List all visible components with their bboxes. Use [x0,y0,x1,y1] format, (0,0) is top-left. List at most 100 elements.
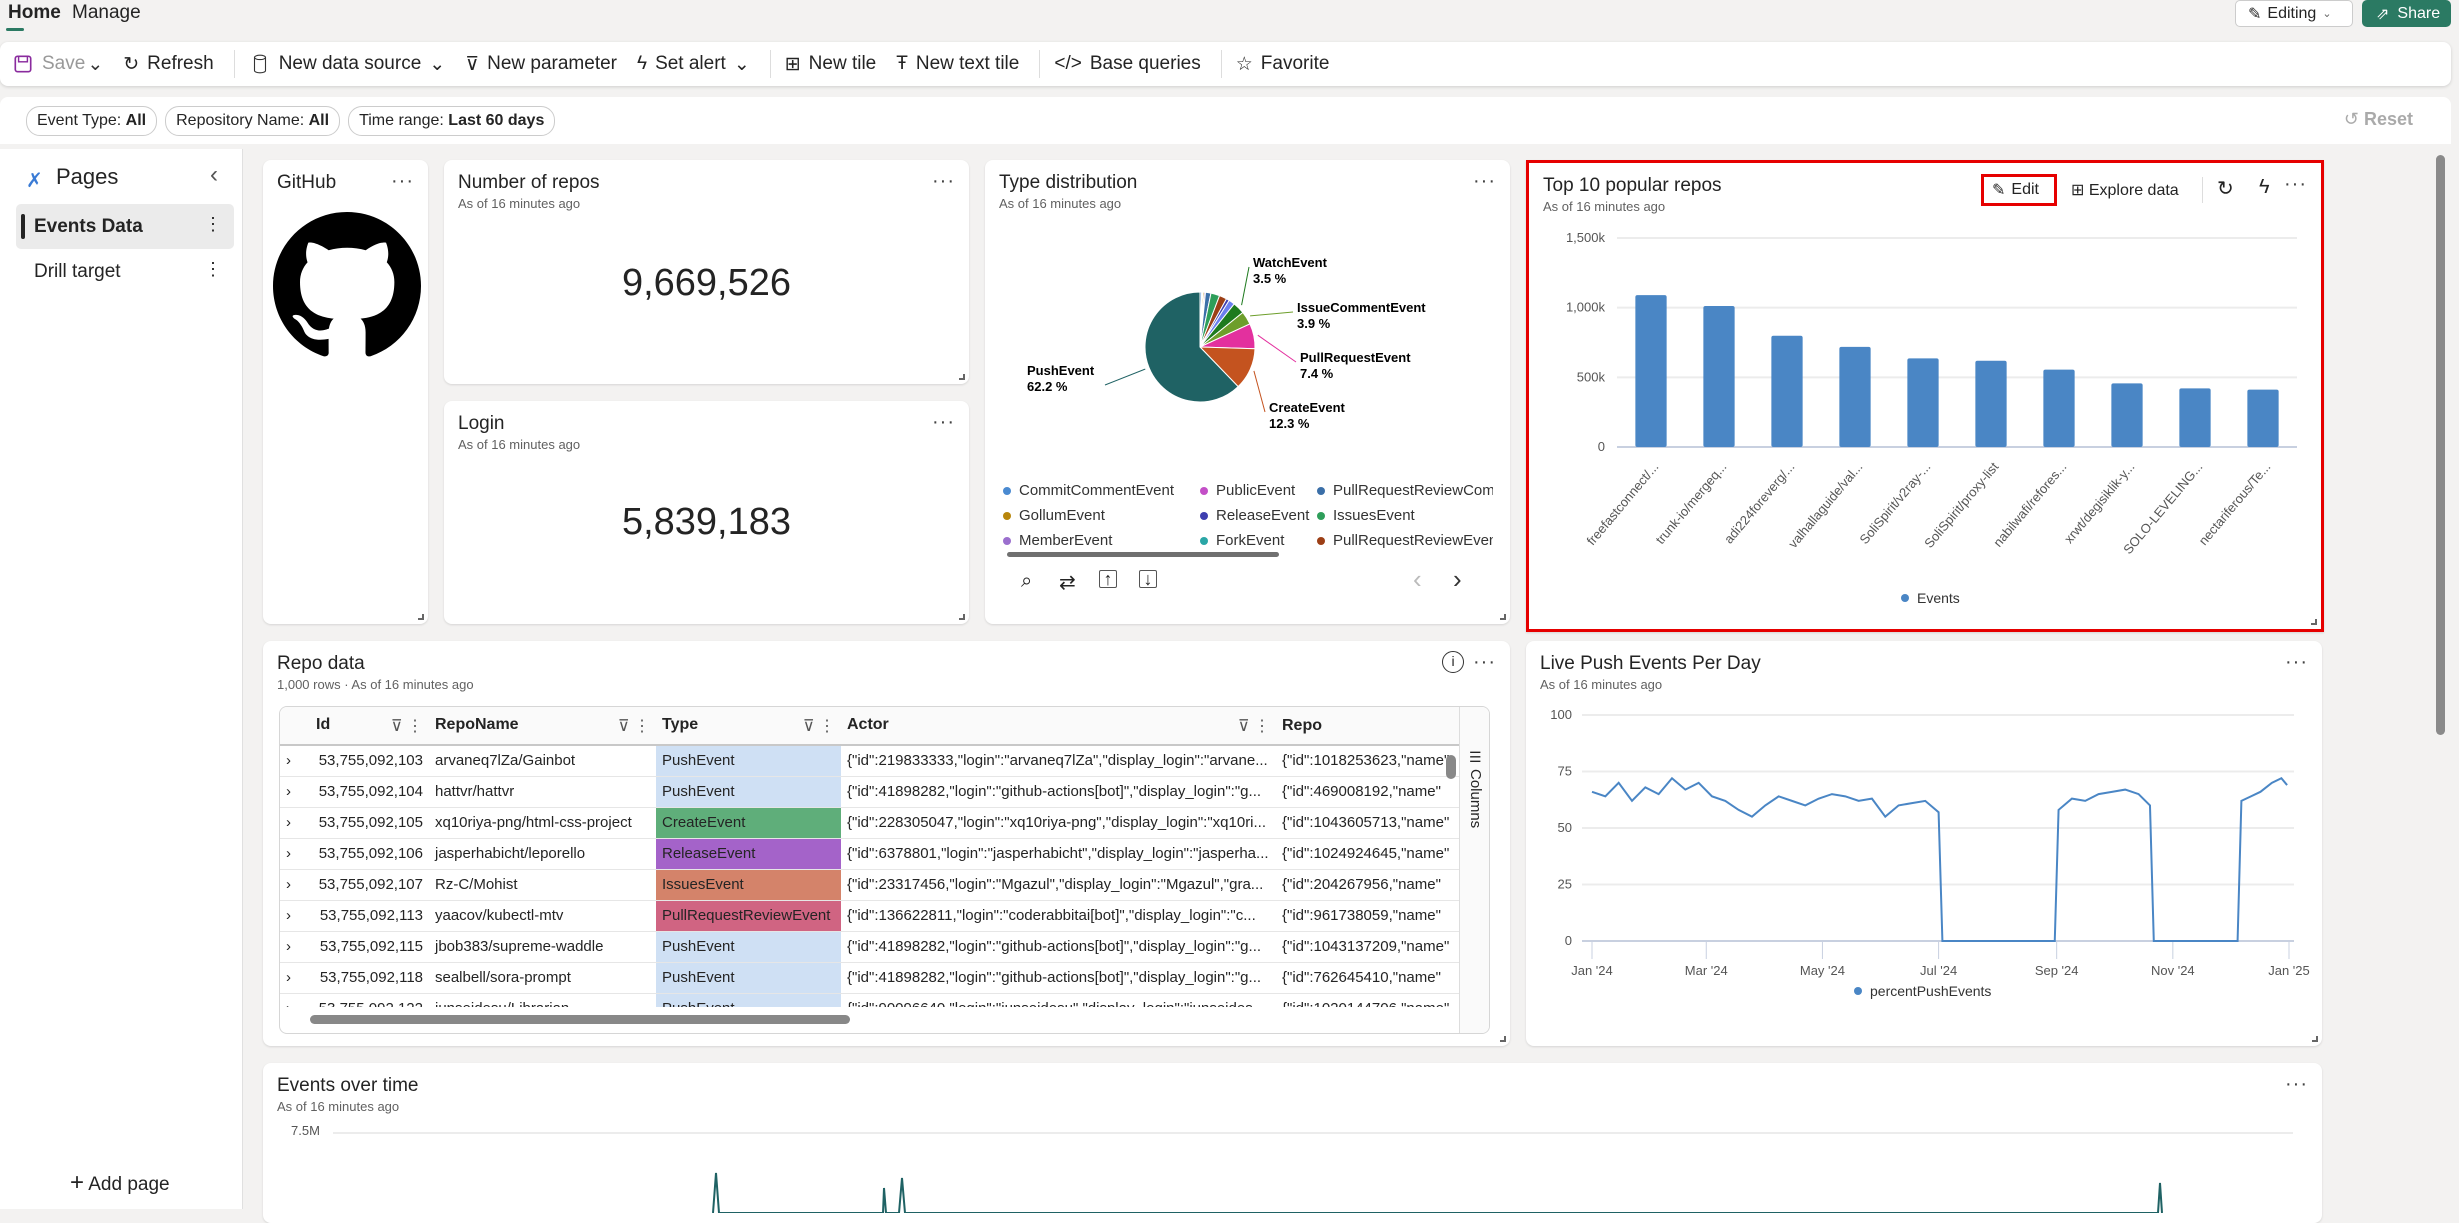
resize-handle[interactable] [2311,619,2317,625]
expand-row-icon[interactable]: › [280,993,310,1007]
new-tile-button[interactable]: ⊞ New tile [784,53,877,75]
bar[interactable] [1703,305,1735,447]
series-line[interactable] [1591,776,2288,942]
resize-handle[interactable] [2312,1036,2318,1042]
resize-handle[interactable] [1500,614,1506,620]
resize-handle[interactable] [1500,1036,1506,1042]
legend-item[interactable]: MemberEvent [1003,532,1112,549]
legend-label[interactable]: Events [1917,590,1960,606]
download-icon[interactable]: ↓ [1139,570,1157,588]
set-alert-button[interactable]: ϟ Set alert ⌄ [637,53,750,75]
expand-row-icon[interactable]: › [280,962,310,994]
more-options-button[interactable]: ··· [932,170,955,192]
lightning-icon[interactable]: ϟ [2259,176,2270,198]
expand-row-icon[interactable]: › [280,869,310,901]
table-row[interactable]: › 53,755,092,105 xq10riya-png/html-css-pro… [280,807,1459,839]
new-text-tile-button[interactable]: Ŧ New text tile [896,53,1020,74]
expand-row-icon[interactable]: › [280,900,310,932]
base-queries-button[interactable]: </> Base queries [1054,53,1201,74]
column-header-id[interactable]: Id ⊽ ⋮ [310,707,429,746]
collapse-sidebar-button[interactable]: ‹ [210,161,218,188]
legend-scrollbar[interactable] [1007,552,1279,557]
bar[interactable] [1771,335,1803,447]
legend-item[interactable]: PublicEvent [1200,482,1295,499]
more-options-button[interactable]: ··· [2285,651,2308,673]
legend-item[interactable]: ReleaseEvent [1200,507,1309,524]
legend-item[interactable]: PullRequestReviewEvent [1317,532,1493,549]
tab-manage[interactable]: Manage [72,2,141,23]
share-button[interactable]: ⇗ Share [2362,0,2451,27]
more-options-button[interactable]: ··· [2284,173,2307,195]
expand-row-icon[interactable]: › [280,745,310,777]
legend-item[interactable]: ForkEvent [1200,532,1284,549]
expand-row-icon[interactable]: › [280,776,310,808]
editing-mode-button[interactable]: ✎ Editing ⌄ [2235,0,2353,27]
filter-icon[interactable]: ⊽ ⋮ [1237,717,1270,735]
bar[interactable] [2043,369,2075,447]
table-row[interactable]: › 53,755,092,118 sealbell/sora-prompt PushE… [280,962,1459,994]
bar[interactable] [1907,358,1939,447]
add-page-button[interactable]: + Add page [70,1169,170,1196]
filter-repository-name[interactable]: Repository Name: All [165,105,341,136]
info-icon[interactable]: i [1442,651,1464,673]
legend-item[interactable]: IssuesEvent [1317,507,1415,524]
legend-prev-button[interactable]: ‹ [1413,564,1422,594]
legend-label[interactable]: percentPushEvents [1870,983,1991,999]
more-options-button[interactable]: ··· [2285,1073,2308,1095]
new-data-source-button[interactable]: New data source ⌄ [249,53,445,76]
table-row[interactable]: › 53,755,092,113 yaacov/kubectl-mtv PullReq… [280,900,1459,932]
table-row[interactable]: › 53,755,092,115 jbob383/supreme-waddle Pus… [280,931,1459,963]
table-row[interactable]: › 53,755,092,106 jasperhabicht/leporello Re… [280,838,1459,870]
legend-item[interactable]: CommitCommentEvent [1003,482,1174,499]
more-options-icon[interactable]: ⋮ [204,214,222,234]
bar[interactable] [1975,360,2007,447]
refresh-icon[interactable]: ↻ [2217,178,2234,200]
table-row[interactable]: › 53,755,092,103 arvaneq7lZa/Gainbot PushEv… [280,745,1459,777]
bar[interactable] [1839,346,1871,447]
legend-item[interactable]: GollumEvent [1003,507,1105,524]
column-header-actor[interactable]: Actor ⊽ ⋮ [841,707,1276,746]
resize-handle[interactable] [959,614,965,620]
legend-item[interactable]: PullRequestReviewComm [1317,482,1493,499]
columns-panel-toggle[interactable]: ☰ Columns [1459,707,1489,1033]
expand-row-icon[interactable]: › [280,807,310,839]
more-options-button[interactable]: ··· [391,170,414,192]
search-icon[interactable]: ⌕ [1021,570,1033,592]
swap-icon[interactable]: ⇄ [1059,572,1076,594]
bar[interactable] [2247,389,2279,447]
table-row[interactable]: › 53,755,092,107 Rz-C/Mohist IssuesEvent {"i… [280,869,1459,901]
filter-icon[interactable]: ⊽ ⋮ [390,717,423,735]
filter-icon[interactable]: ⊽ ⋮ [617,717,650,735]
sidebar-item-drill-target[interactable]: Drill target ⋮ [34,259,222,282]
bar[interactable] [2179,388,2211,447]
column-header-type[interactable]: Type ⊽ ⋮ [656,707,841,746]
vertical-scrollbar[interactable] [1446,755,1456,779]
save-button[interactable]: Save ⌄ [12,53,103,76]
favorite-button[interactable]: ☆ Favorite [1235,53,1330,75]
reset-button[interactable]: ↺ Reset [2343,109,2413,129]
resize-handle[interactable] [959,374,965,380]
tab-home[interactable]: Home [8,2,61,23]
bar[interactable] [1635,295,1667,447]
filter-icon[interactable]: ⊽ ⋮ [802,717,835,735]
more-options-button[interactable]: ··· [1473,170,1496,192]
explore-data-button[interactable]: ⊞ Explore data [2071,182,2179,199]
sidebar-item-events-data[interactable]: Events Data ⋮ [16,204,234,249]
table-row[interactable]: ›53,755,092,122junseidesu/LibrarianPushE… [280,993,1459,1007]
table-row[interactable]: › 53,755,092,104 hattvr/hattvr PushEvent {"i… [280,776,1459,808]
more-options-button[interactable]: ··· [1473,651,1496,673]
column-header-repo[interactable]: Repo [1276,707,1459,746]
resize-handle[interactable] [418,614,424,620]
bar[interactable] [2111,383,2143,447]
new-parameter-button[interactable]: ⊽ New parameter [465,53,617,75]
page-scrollbar[interactable] [2436,155,2445,735]
pie-slice-PushEvent[interactable] [1144,291,1239,403]
more-options-icon[interactable]: ⋮ [204,259,222,279]
edit-button[interactable]: ✎ Edit [1981,174,2057,206]
legend-next-button[interactable]: › [1453,564,1462,594]
horizontal-scrollbar[interactable] [310,1015,850,1024]
upload-icon[interactable]: ↑ [1099,570,1117,588]
expand-row-icon[interactable]: › [280,838,310,870]
refresh-button[interactable]: ↻ Refresh [123,53,214,75]
expand-row-icon[interactable]: › [280,931,310,963]
